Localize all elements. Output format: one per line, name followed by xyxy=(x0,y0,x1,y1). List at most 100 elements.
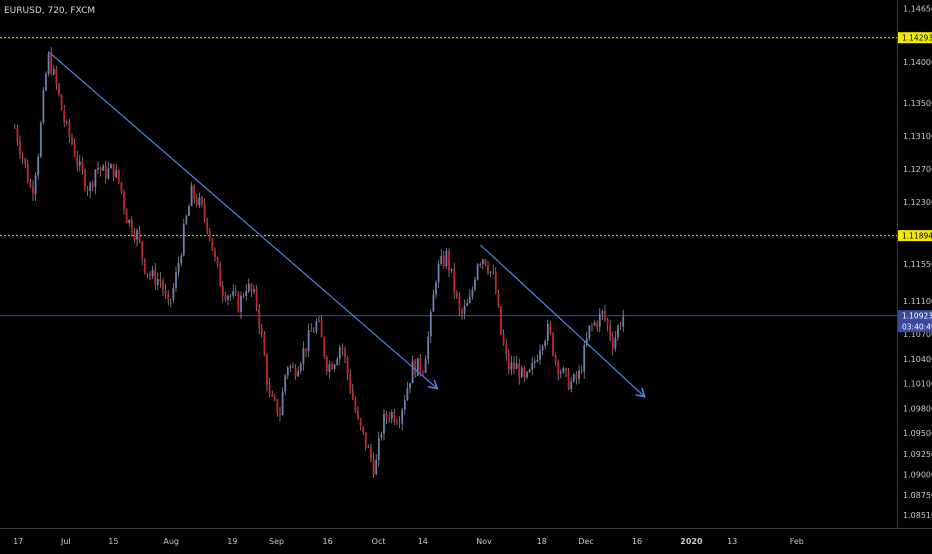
candle-body xyxy=(544,341,547,347)
price-tag xyxy=(898,310,932,333)
candle-body xyxy=(247,283,250,292)
candle-body xyxy=(393,412,396,423)
candle-body xyxy=(494,271,497,294)
candle-body xyxy=(357,411,359,419)
candle-body xyxy=(466,302,469,306)
candle-body xyxy=(305,348,307,352)
candle-body xyxy=(611,337,614,349)
candle-body xyxy=(203,204,206,219)
candle-body xyxy=(396,422,398,424)
candle-body xyxy=(55,68,58,85)
trend-line[interactable] xyxy=(480,244,644,396)
candle-body xyxy=(388,418,391,419)
candle-body xyxy=(435,282,437,295)
candle-body xyxy=(424,359,427,373)
candle-body xyxy=(549,323,552,333)
candle-body xyxy=(401,409,404,424)
x-tick-label: Jul xyxy=(60,537,71,546)
candle-body xyxy=(510,362,513,370)
candle-body xyxy=(450,268,453,271)
candle-body xyxy=(195,199,198,206)
candle-body xyxy=(349,374,352,391)
candle-body xyxy=(13,127,16,129)
candle-body xyxy=(102,166,105,171)
candle-body xyxy=(336,359,339,365)
candle-body xyxy=(206,218,209,232)
x-tick-label: Aug xyxy=(163,537,179,546)
x-tick-label: Sep xyxy=(269,537,284,546)
candle-body xyxy=(479,264,482,265)
candle-body xyxy=(115,169,118,178)
candle-body xyxy=(377,437,380,460)
candle-body xyxy=(591,325,593,327)
x-tick-label: 13 xyxy=(727,537,737,546)
candle-body xyxy=(617,325,619,338)
candle-body xyxy=(354,399,357,412)
candle-body xyxy=(463,305,466,314)
candle-body xyxy=(414,360,417,376)
candle-body xyxy=(68,122,71,137)
candle-body xyxy=(42,90,45,123)
candle-body xyxy=(341,347,344,349)
candle-body xyxy=(136,230,138,240)
candle-body xyxy=(331,364,333,370)
candle-body xyxy=(45,73,47,91)
candle-body xyxy=(523,367,526,378)
candle-body xyxy=(559,372,562,374)
candle-body xyxy=(398,423,401,425)
candle-body xyxy=(76,156,79,166)
candle-body xyxy=(149,273,151,277)
candle-body xyxy=(557,361,560,374)
candle-body xyxy=(169,299,172,300)
candle-body xyxy=(606,319,609,326)
candle-body xyxy=(474,279,476,290)
candle-body xyxy=(245,291,248,296)
candle-body xyxy=(279,413,281,416)
candle-body xyxy=(242,295,245,297)
price-axis: 1.14650 1.14000 1.13500 1.13100 1.12700 1.123… xyxy=(903,4,932,520)
candle-body xyxy=(344,348,346,358)
candle-body xyxy=(78,161,81,166)
candle-body xyxy=(208,231,211,238)
candle-body xyxy=(370,446,372,459)
candle-body xyxy=(52,68,55,75)
candle-body xyxy=(198,197,201,206)
candle-body xyxy=(216,257,219,265)
candles xyxy=(13,47,625,478)
candle-body xyxy=(507,354,510,370)
candle-body xyxy=(65,122,68,123)
candle-body xyxy=(406,387,409,401)
candle-body xyxy=(26,164,29,183)
y-tick-label: 1.11550 xyxy=(903,260,932,269)
candle-body xyxy=(104,166,107,179)
candle-body xyxy=(281,391,284,416)
candle-body xyxy=(159,279,162,282)
candle-body xyxy=(307,329,310,352)
trend-line[interactable] xyxy=(48,51,437,388)
candle-body xyxy=(302,348,305,365)
candle-body xyxy=(604,310,606,320)
candle-body xyxy=(598,313,601,328)
candle-body xyxy=(193,185,196,200)
candle-body xyxy=(422,372,424,373)
x-tick-label: Dec xyxy=(578,537,593,546)
candle-body xyxy=(570,381,573,390)
candle-body xyxy=(58,84,60,95)
candle-body xyxy=(133,233,136,240)
candle-body xyxy=(89,183,92,191)
candle-body xyxy=(471,289,474,297)
candle-body xyxy=(484,259,487,266)
candle-body xyxy=(385,413,388,419)
price-tag-label: 1.11894 xyxy=(902,232,932,241)
candle-body xyxy=(271,393,274,397)
candle-body xyxy=(32,187,34,195)
candle-body xyxy=(260,327,263,335)
candle-body xyxy=(177,262,180,273)
y-tick-label: 1.09000 xyxy=(903,470,932,479)
time-axis: 17 Jul 15 Aug 19 Sep 16 Oct 14 Nov 18 Dec 16 2020 13 Fe… xyxy=(13,537,804,546)
candle-body xyxy=(253,289,255,292)
y-tick-label: 1.12300 xyxy=(903,198,932,207)
candle-body xyxy=(448,250,450,271)
